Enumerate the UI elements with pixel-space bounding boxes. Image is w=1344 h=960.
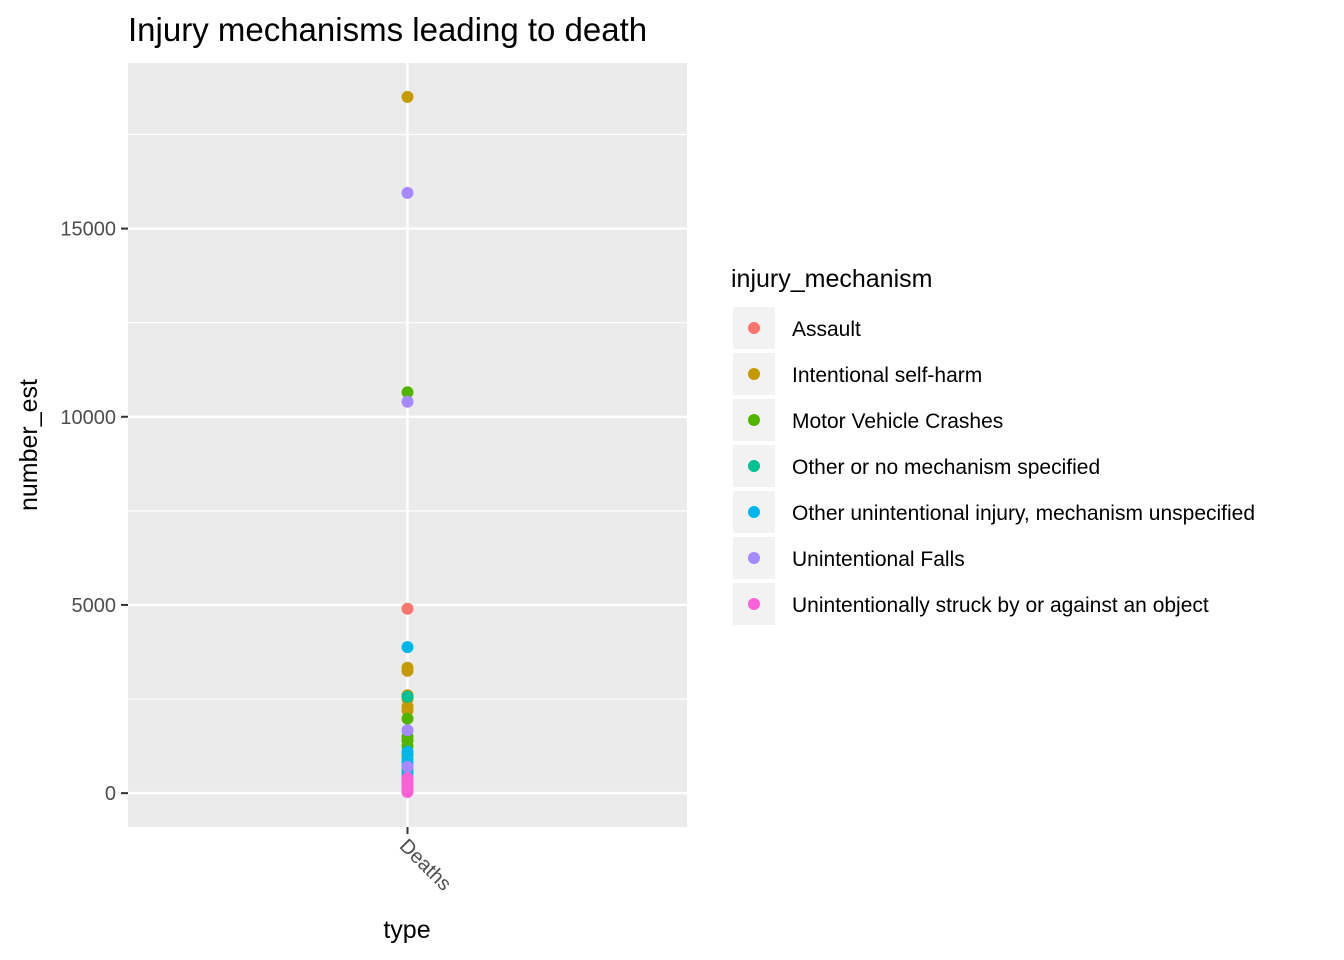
data-point — [401, 664, 414, 677]
legend-label: Unintentionally struck by or against an … — [792, 594, 1209, 617]
data-point — [401, 602, 414, 615]
legend-marker — [748, 598, 760, 610]
data-point — [401, 724, 414, 737]
data-point — [401, 785, 414, 798]
legend-marker — [748, 414, 760, 426]
legend-label: Intentional self-harm — [792, 364, 982, 387]
y-axis-title: number_est — [15, 379, 43, 511]
y-tick-label: 10000 — [60, 407, 116, 429]
legend-title: injury_mechanism — [731, 265, 932, 293]
data-point — [401, 186, 414, 199]
legend: injury_mechanism Assault Intentional self… — [731, 265, 1255, 625]
x-tick-label: Deaths — [395, 835, 455, 895]
data-point — [401, 712, 414, 725]
legend-items: Assault Intentional self-harm Motor Vehicl… — [733, 307, 1255, 625]
legend-label: Motor Vehicle Crashes — [792, 410, 1003, 433]
legend-label: Unintentional Falls — [792, 548, 965, 571]
data-point — [401, 760, 414, 773]
y-tick-label: 5000 — [72, 595, 117, 617]
data-point — [401, 704, 414, 717]
data-point — [401, 90, 414, 103]
data-point — [401, 395, 414, 408]
y-tick-label: 15000 — [60, 219, 116, 241]
legend-label: Other unintentional injury, mechanism un… — [792, 502, 1255, 525]
data-point — [401, 386, 414, 399]
y-tick-label: 0 — [105, 783, 116, 805]
y-axis: 0 5000 10000 15000 — [60, 219, 128, 805]
data-points — [401, 90, 414, 798]
x-axis: Deaths — [395, 827, 455, 895]
data-point — [401, 690, 414, 703]
legend-marker — [748, 460, 760, 472]
legend-marker — [748, 322, 760, 334]
legend-label: Other or no mechanism specified — [792, 456, 1100, 479]
legend-label: Assault — [792, 318, 861, 341]
legend-marker — [748, 552, 760, 564]
data-point — [401, 641, 414, 654]
chart-title: Injury mechanisms leading to death — [128, 11, 647, 48]
x-axis-title: type — [383, 916, 430, 944]
legend-marker — [748, 506, 760, 518]
legend-marker — [748, 368, 760, 380]
